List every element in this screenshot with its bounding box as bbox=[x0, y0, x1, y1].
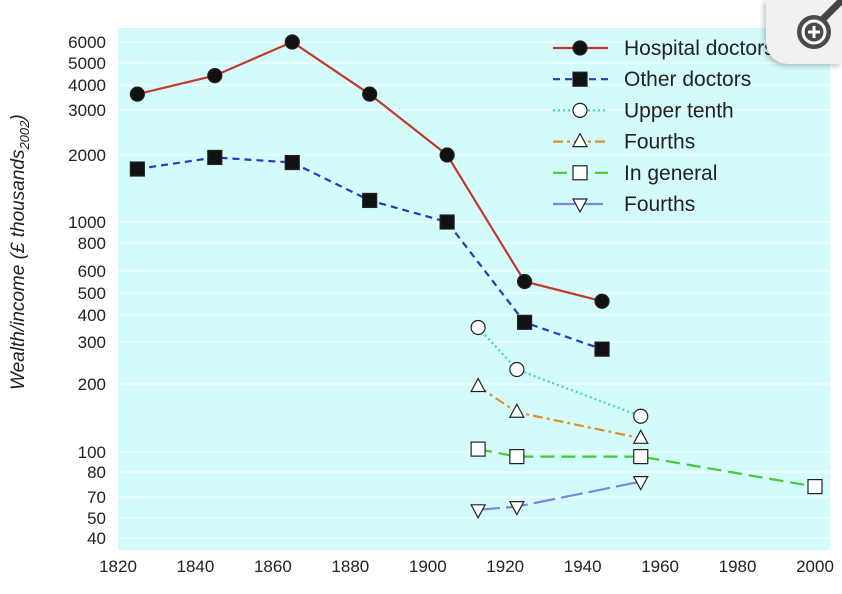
legend-item: Upper tenth bbox=[553, 99, 734, 122]
filled-circle-marker bbox=[516, 273, 533, 290]
y-tick-label: 50 bbox=[87, 509, 106, 528]
open-square-marker bbox=[807, 478, 823, 495]
x-tick-label: 1920 bbox=[486, 557, 524, 576]
legend-item: Fourths bbox=[553, 131, 695, 154]
filled-circle-marker bbox=[572, 40, 588, 56]
zoom-button[interactable] bbox=[766, 0, 842, 64]
legend-label: Fourths bbox=[624, 193, 695, 216]
open-square-marker bbox=[509, 448, 525, 465]
filled-circle-marker bbox=[284, 34, 300, 50]
y-tick-label: 300 bbox=[78, 333, 106, 352]
y-tick-label: 400 bbox=[78, 306, 106, 325]
x-tick-label: 1940 bbox=[564, 557, 602, 576]
y-tick-label: 70 bbox=[87, 488, 106, 507]
series-in-general bbox=[470, 441, 823, 495]
x-tick-label: 1840 bbox=[177, 557, 215, 576]
y-tick-label: 2000 bbox=[68, 146, 106, 165]
y-tick-label: 3000 bbox=[68, 101, 106, 120]
open-triangle-up-marker bbox=[632, 429, 649, 444]
filled-circle-marker bbox=[439, 147, 455, 163]
filled-square-marker bbox=[594, 341, 610, 357]
series-fourths bbox=[470, 476, 649, 520]
y-tick-label: 80 bbox=[87, 463, 106, 482]
y-tick-label: 100 bbox=[78, 443, 106, 462]
x-tick-label: 1900 bbox=[409, 557, 447, 576]
y-tick-label: 500 bbox=[78, 284, 106, 303]
zoom-in-icon bbox=[797, 0, 842, 49]
open-circle-marker bbox=[470, 319, 486, 336]
filled-square-marker bbox=[572, 71, 588, 87]
open-triangle-down-marker bbox=[508, 501, 525, 516]
open-triangle-up-marker bbox=[571, 132, 589, 148]
legend-item: Other doctors bbox=[553, 68, 751, 91]
filled-circle-marker bbox=[129, 86, 145, 102]
legend-item: Hospital doctors bbox=[553, 37, 775, 60]
open-square-marker bbox=[633, 448, 649, 465]
open-triangle-up-marker bbox=[470, 377, 487, 393]
legend-label: Other doctors bbox=[624, 68, 751, 91]
filled-circle-marker bbox=[207, 68, 223, 84]
filled-square-marker bbox=[129, 161, 145, 177]
y-tick-label: 5000 bbox=[68, 54, 106, 73]
y-tick-label: 1000 bbox=[68, 213, 106, 232]
y-tick-label: 4000 bbox=[68, 76, 106, 95]
series-upper-tenth bbox=[470, 319, 649, 424]
open-circle-marker bbox=[572, 102, 588, 119]
y-tick-label: 800 bbox=[78, 234, 106, 253]
series-fourths bbox=[470, 377, 649, 444]
series-line bbox=[477, 326, 642, 418]
filled-square-marker bbox=[284, 154, 300, 171]
open-triangle-down-marker bbox=[632, 476, 649, 491]
legend-item: Fourths bbox=[553, 193, 695, 216]
open-circle-marker bbox=[633, 408, 649, 424]
filled-square-marker bbox=[207, 149, 223, 166]
legend-label: Hospital doctors bbox=[624, 37, 775, 60]
x-tick-label: 1960 bbox=[641, 557, 679, 576]
legend-label: Upper tenth bbox=[624, 99, 734, 122]
x-tick-label: 2000 bbox=[796, 557, 834, 576]
legend-label: Fourths bbox=[624, 131, 695, 154]
legend-item: In general bbox=[553, 162, 717, 185]
filled-circle-marker bbox=[594, 293, 610, 309]
x-tick-label: 1880 bbox=[331, 557, 369, 576]
open-square-marker bbox=[470, 441, 486, 457]
series-hospital-doctors bbox=[129, 34, 610, 309]
x-tick-label: 1860 bbox=[254, 557, 292, 576]
y-tick-label: 40 bbox=[87, 529, 106, 548]
open-triangle-down-marker bbox=[470, 504, 487, 520]
filled-square-marker bbox=[362, 192, 378, 209]
y-tick-label: 6000 bbox=[68, 33, 106, 52]
open-triangle-up-marker bbox=[508, 402, 525, 418]
open-circle-marker bbox=[509, 361, 525, 378]
filled-square-marker bbox=[516, 314, 533, 330]
y-tick-label: 200 bbox=[78, 375, 106, 394]
legend-label: In general bbox=[624, 162, 717, 185]
y-tick-label: 600 bbox=[78, 262, 106, 281]
filled-circle-marker bbox=[362, 86, 378, 102]
open-triangle-down-marker bbox=[571, 198, 589, 214]
series-other-doctors bbox=[129, 149, 610, 357]
open-square-marker bbox=[572, 165, 588, 181]
legend: Hospital doctors Other doctors Upper tenth… bbox=[553, 37, 775, 216]
x-tick-label: 1820 bbox=[99, 557, 137, 576]
x-tick-label: 1980 bbox=[719, 557, 757, 576]
y-axis-label: Wealth/income (£ thousands2002) bbox=[8, 114, 32, 390]
filled-square-marker bbox=[439, 214, 455, 230]
plot-area bbox=[118, 28, 830, 550]
